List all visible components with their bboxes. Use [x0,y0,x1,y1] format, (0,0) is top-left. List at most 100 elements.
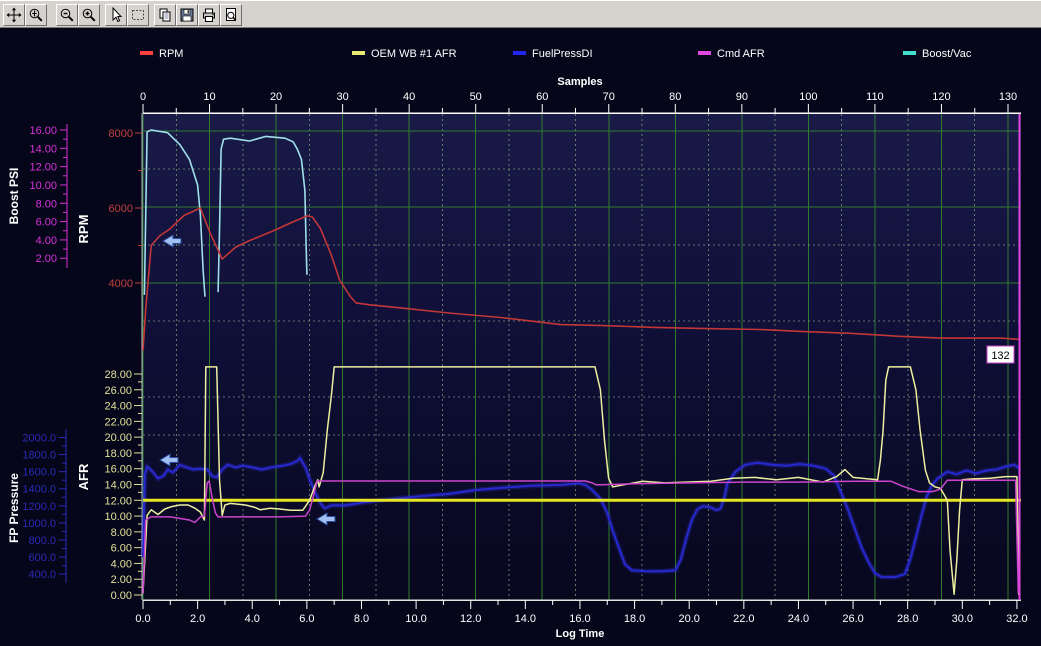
fp-tick-label: 400.0 [28,569,56,581]
log-time-tick-label: 10.0 [405,613,426,625]
fp-tick-label: 1800.0 [22,450,56,462]
samples-tick-label: 60 [536,91,548,103]
afr-tick-label: 6.00 [111,543,132,555]
log-time-tick-label: 18.0 [624,613,645,625]
afr-tick-label: 24.00 [104,401,132,413]
fp-pressure-axis: 2000.0 1800.0 1600.0 1400.0 1200.0 1000.0 800.… [7,429,67,583]
series-boost-vac [143,129,206,297]
series-boost-vac [217,135,308,293]
log-time-tick-label: 6.0 [299,613,314,625]
zoom-in-button[interactable] [78,4,100,26]
afr-tick-label: 22.00 [104,416,132,428]
samples-axis-title: Samples [557,76,602,88]
log-time-tick-label: 22.0 [733,613,754,625]
boost-tick-label: 6.00 [36,217,57,229]
zoom-out-button[interactable] [56,4,78,26]
fp-tick-label: 800.0 [28,535,56,547]
fp-tick-label: 1600.0 [22,467,56,479]
pointer-button[interactable] [105,4,127,26]
legend-swatch [513,51,526,55]
samples-tick-label: 0 [140,91,146,103]
boost-tick-label: 10.00 [29,180,57,192]
afr-tick-label: 2.00 [111,574,132,586]
log-time-tick-label: 30.0 [952,613,973,625]
samples-tick-label: 80 [669,91,681,103]
afr-tick-label: 16.00 [104,464,132,476]
print-preview-button[interactable] [220,4,242,26]
series-oem-wb-1-afr [142,366,1020,596]
print-preview-icon [226,8,237,21]
fp-tick-label: 1400.0 [22,484,56,496]
rpm-tick-label: 8000 [109,128,133,140]
samples-tick-label: 70 [603,91,615,103]
toolbar [0,0,1041,28]
boost-tick-label: 8.00 [36,198,57,210]
log-time-axis: 0.0 2.0 4.0 6.0 8.0 10.0 12.0 14.0 16.0 18.0 20.0 2… [135,600,1028,640]
log-time-axis-title: Log Time [556,628,605,640]
series-layer [140,129,1021,596]
pan-button[interactable] [3,4,25,26]
pointer-icon [112,7,123,23]
samples-axis: 0 10 20 30 40 50 60 70 80 90 100 110 120 130 Samples [140,76,1017,113]
legend-label: FuelPressDI [532,48,593,60]
legend-swatch [140,51,153,55]
boost-tick-label: 2.00 [36,253,57,265]
log-time-tick-label: 26.0 [842,613,863,625]
legend-swatch [903,51,916,55]
fp-pressure-axis-title: FP Pressure [7,473,21,543]
fp-tick-label: 600.0 [28,552,56,564]
log-time-tick-label: 16.0 [569,613,590,625]
save-icon [180,8,194,22]
zoom-window-icon [29,8,43,22]
legend-label: OEM WB #1 AFR [371,48,457,60]
afr-tick-label: 28.00 [104,369,132,381]
rpm-axis: 8000 6000 4000 RPM [76,128,142,290]
cursor-arrow[interactable] [162,234,182,248]
afr-tick-label: 8.00 [111,527,132,539]
series-rpm [142,207,1019,351]
log-time-tick-label: 20.0 [678,613,699,625]
fp-tick-label: 1200.0 [22,501,56,513]
cursor-arrow[interactable] [159,453,179,467]
afr-tick-label: 20.00 [104,432,132,444]
log-time-tick-label: 14.0 [515,613,536,625]
boost-tick-label: 14.00 [29,143,57,155]
boost-axis: 16.00 14.00 12.00 10.00 8.00 6.00 4.00 2.00 Boos… [7,124,68,268]
copy-button[interactable] [154,4,176,26]
end-marker-label: 132 [991,350,1009,362]
log-time-tick-label: 24.0 [788,613,809,625]
boost-axis-title: Boost PSI [7,168,21,225]
save-button[interactable] [176,4,198,26]
cursors [159,234,336,526]
legend-label: Boost/Vac [922,48,972,60]
log-chart: RPM OEM WB #1 AFR FuelPressDI Cmd AFR Boost/… [0,28,1041,646]
legend-swatch [698,51,711,55]
afr-tick-label: 0.00 [111,590,132,602]
samples-tick-label: 30 [336,91,348,103]
select-region-button[interactable] [127,4,149,26]
afr-tick-label: 10.00 [104,511,132,523]
afr-tick-label: 18.00 [104,448,132,460]
legend-label: Cmd AFR [717,48,765,60]
boost-tick-label: 12.00 [29,162,57,174]
log-time-tick-label: 0.0 [135,613,150,625]
print-button[interactable] [198,4,220,26]
log-time-tick-label: 28.0 [897,613,918,625]
cursor-arrow[interactable] [316,512,336,526]
afr-axis-title: AFR [76,463,91,490]
print-icon [203,8,215,22]
zoom-window-button[interactable] [25,4,47,26]
fp-tick-label: 2000.0 [22,433,56,445]
afr-tick-label: 14.00 [104,480,132,492]
samples-tick-label: 110 [866,91,884,103]
afr-tick-label: 4.00 [111,558,132,570]
boost-tick-label: 16.00 [29,125,57,137]
legend: RPM OEM WB #1 AFR FuelPressDI Cmd AFR Boost/… [140,48,972,60]
series-cmd-afr [142,479,1020,594]
rpm-tick-label: 4000 [109,278,133,290]
samples-tick-label: 40 [403,91,415,103]
move-icon [6,7,22,23]
samples-tick-label: 10 [203,91,215,103]
fp-tick-label: 1000.0 [22,518,56,530]
